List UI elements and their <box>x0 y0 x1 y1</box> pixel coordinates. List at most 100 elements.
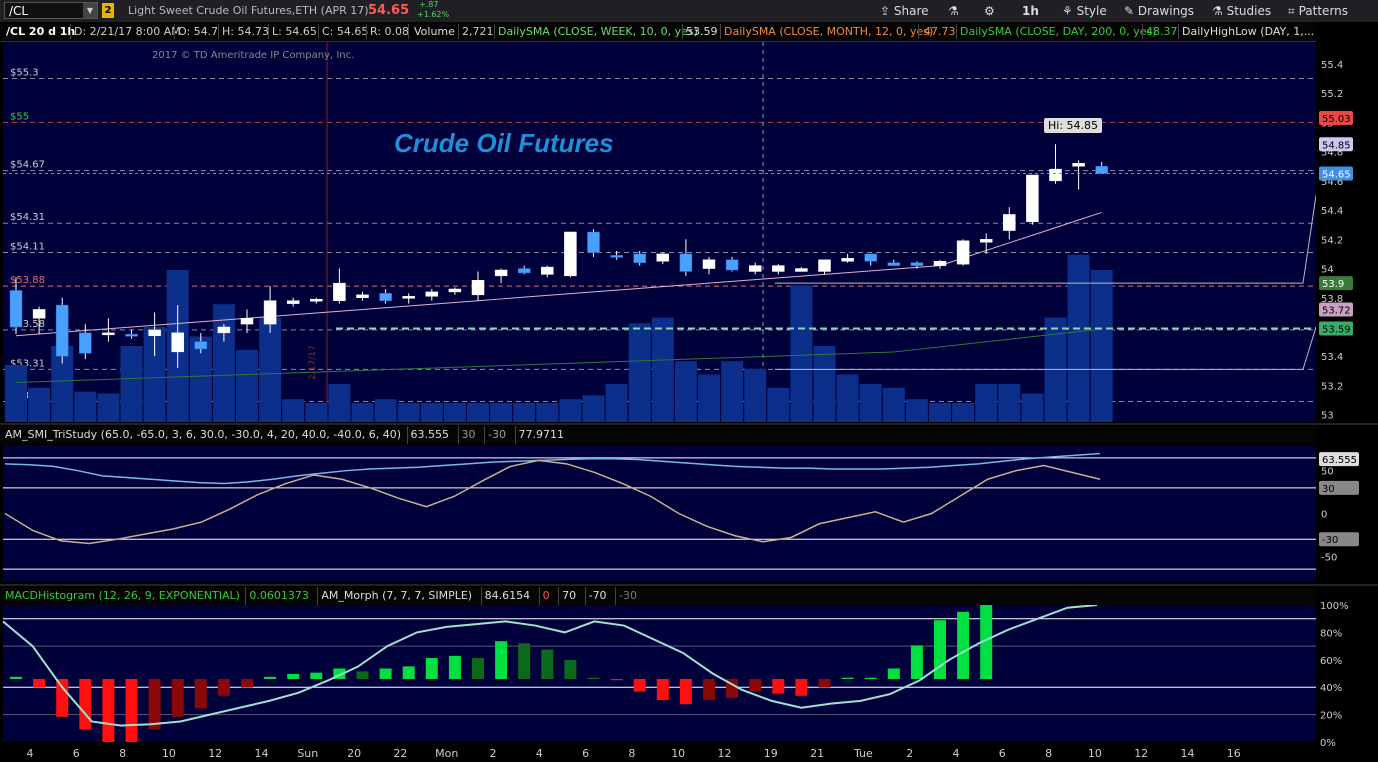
smi-value-2: 30 <box>457 426 479 444</box>
share-label: Share <box>893 4 929 18</box>
price-tag-label: 55.03 <box>1322 114 1351 125</box>
smi-tag <box>1319 452 1359 467</box>
level-label: $53.09 <box>10 391 45 402</box>
macd-histogram-bar <box>472 657 484 679</box>
macd-label[interactable]: MACDHistogram (12, 26, 9, EXPONENTIAL) <box>5 589 240 602</box>
macd-histogram-bar <box>795 678 808 696</box>
volume-bar <box>952 403 975 422</box>
volume-bar <box>143 327 166 422</box>
candle-body <box>933 260 947 266</box>
candle-body <box>310 298 323 302</box>
volume-bar <box>259 317 282 422</box>
candle-body <box>55 304 69 357</box>
sma-week-value: 53.59 <box>686 25 718 38</box>
price-tag <box>1319 111 1353 125</box>
style-button[interactable]: ⚘ Style <box>1062 0 1107 22</box>
date-marker: 2/17/17 <box>308 345 318 380</box>
style-icon: ⚘ <box>1062 4 1073 18</box>
style-label: Style <box>1076 4 1107 18</box>
candle-body <box>656 253 670 262</box>
price-tick: 55.4 <box>1321 60 1343 71</box>
price-tick: 54 <box>1321 265 1334 276</box>
symbol-input[interactable]: /CL ▼ <box>4 2 98 19</box>
volume-bar <box>5 365 27 422</box>
macd-histogram-bar <box>656 678 669 700</box>
candle-body <box>864 253 877 262</box>
flask-button[interactable]: ⚗ <box>948 0 959 22</box>
time-tick: 12 <box>208 747 222 760</box>
smi-label[interactable]: AM_SMI_TriStudy (65.0, -65.0, 3, 6, 30.0… <box>5 428 402 441</box>
volume-bar <box>1021 393 1044 422</box>
smi-value: 63.555 <box>406 426 453 444</box>
level-label: $55.3 <box>10 68 39 79</box>
price-tag-label: 54.65 <box>1322 170 1351 181</box>
macd-panel[interactable] <box>2 603 1316 742</box>
candle-body <box>679 253 693 272</box>
share-button[interactable]: ⇪ Share <box>880 0 929 22</box>
time-axis-background <box>0 742 1316 762</box>
sma-month-label[interactable]: DailySMA (CLOSE, MONTH, 12, 0, yes) <box>724 25 934 38</box>
bar-low: L: 54.65 <box>272 25 317 38</box>
price-tick: 53.2 <box>1321 381 1343 392</box>
patterns-label: Patterns <box>1298 4 1349 18</box>
volume-bar <box>305 403 328 422</box>
patterns-button[interactable]: ⌗ Patterns <box>1288 0 1348 22</box>
candle-body <box>633 253 646 263</box>
time-tick: 14 <box>255 747 269 760</box>
time-tick: 10 <box>162 747 176 760</box>
macd-histogram-bar <box>333 668 346 679</box>
macd-histogram-bar <box>495 641 508 679</box>
price-panel[interactable]: $55.3 $55 $54.67 $54.31 $54.11 $53.88 $53.58 $5… <box>3 42 1317 422</box>
change-absolute: +.87 <box>419 0 439 9</box>
smi-panel[interactable] <box>3 445 1316 582</box>
studies-button[interactable]: ⚗ Studies <box>1212 0 1271 22</box>
candle-body <box>772 265 785 272</box>
sma-day-label[interactable]: DailySMA (CLOSE, DAY, 200, 0, yes) <box>960 25 1157 38</box>
symbol-dropdown-icon[interactable]: ▼ <box>83 3 97 18</box>
candle-body <box>194 341 208 350</box>
time-tick: 21 <box>810 747 824 760</box>
volume-bar <box>51 346 74 422</box>
volume-label[interactable]: Volume <box>414 25 455 38</box>
daily-high-low-label[interactable]: DailyHighLow (DAY, 1,... <box>1182 25 1315 38</box>
macd-histogram-bar <box>957 611 970 679</box>
price-tag-label: 53.72 <box>1322 305 1351 316</box>
candle-body <box>887 262 901 266</box>
candle-body <box>425 291 439 297</box>
top-toolbar: /CL ▼ 2 Light Sweet Crude Oil Futures,ETH… <box>0 0 1378 23</box>
morph-label[interactable]: AM_Morph (7, 7, 7, SIMPLE) <box>317 587 475 605</box>
candle-body <box>286 300 300 304</box>
level-label: $54.67 <box>10 160 45 171</box>
drawings-button[interactable]: ✎ Drawings <box>1124 0 1194 22</box>
candle-body <box>171 332 184 353</box>
sma-week-label[interactable]: DailySMA (CLOSE, WEEK, 10, 0, yes) <box>498 25 698 38</box>
macd-tick: 40% <box>1320 683 1342 694</box>
interval-selector[interactable]: 1h <box>1022 0 1039 22</box>
morph-line <box>2 604 1098 727</box>
volume-bar <box>120 346 143 422</box>
sma-pink-line <box>15 211 1102 337</box>
candle-body <box>979 239 993 243</box>
price-tick: 53 <box>1321 411 1334 422</box>
macd-histogram-bar <box>749 678 762 692</box>
volume-value: 2,721 <box>462 25 494 38</box>
macd-histogram-bar <box>171 678 184 717</box>
macd-histogram-bar <box>287 673 300 679</box>
volume-bar <box>998 384 1021 422</box>
volume-bar <box>605 384 628 422</box>
morph-value: 84.6154 <box>480 587 534 605</box>
time-tick: 6 <box>999 747 1006 760</box>
settings-button[interactable]: ⚙ <box>984 0 995 22</box>
volume-bar <box>189 336 212 422</box>
time-tick: 16 <box>1227 747 1241 760</box>
link-group-badge[interactable]: 2 <box>102 3 114 18</box>
macd-histogram-bar <box>379 668 392 679</box>
studies-icon: ⚗ <box>1212 4 1223 18</box>
candle-body <box>1003 214 1016 231</box>
price-tag <box>1319 276 1353 291</box>
time-tick: 14 <box>1181 747 1195 760</box>
flask-icon: ⚗ <box>948 4 959 18</box>
macd-histogram-bar <box>356 671 369 679</box>
volume-bar <box>859 384 882 422</box>
